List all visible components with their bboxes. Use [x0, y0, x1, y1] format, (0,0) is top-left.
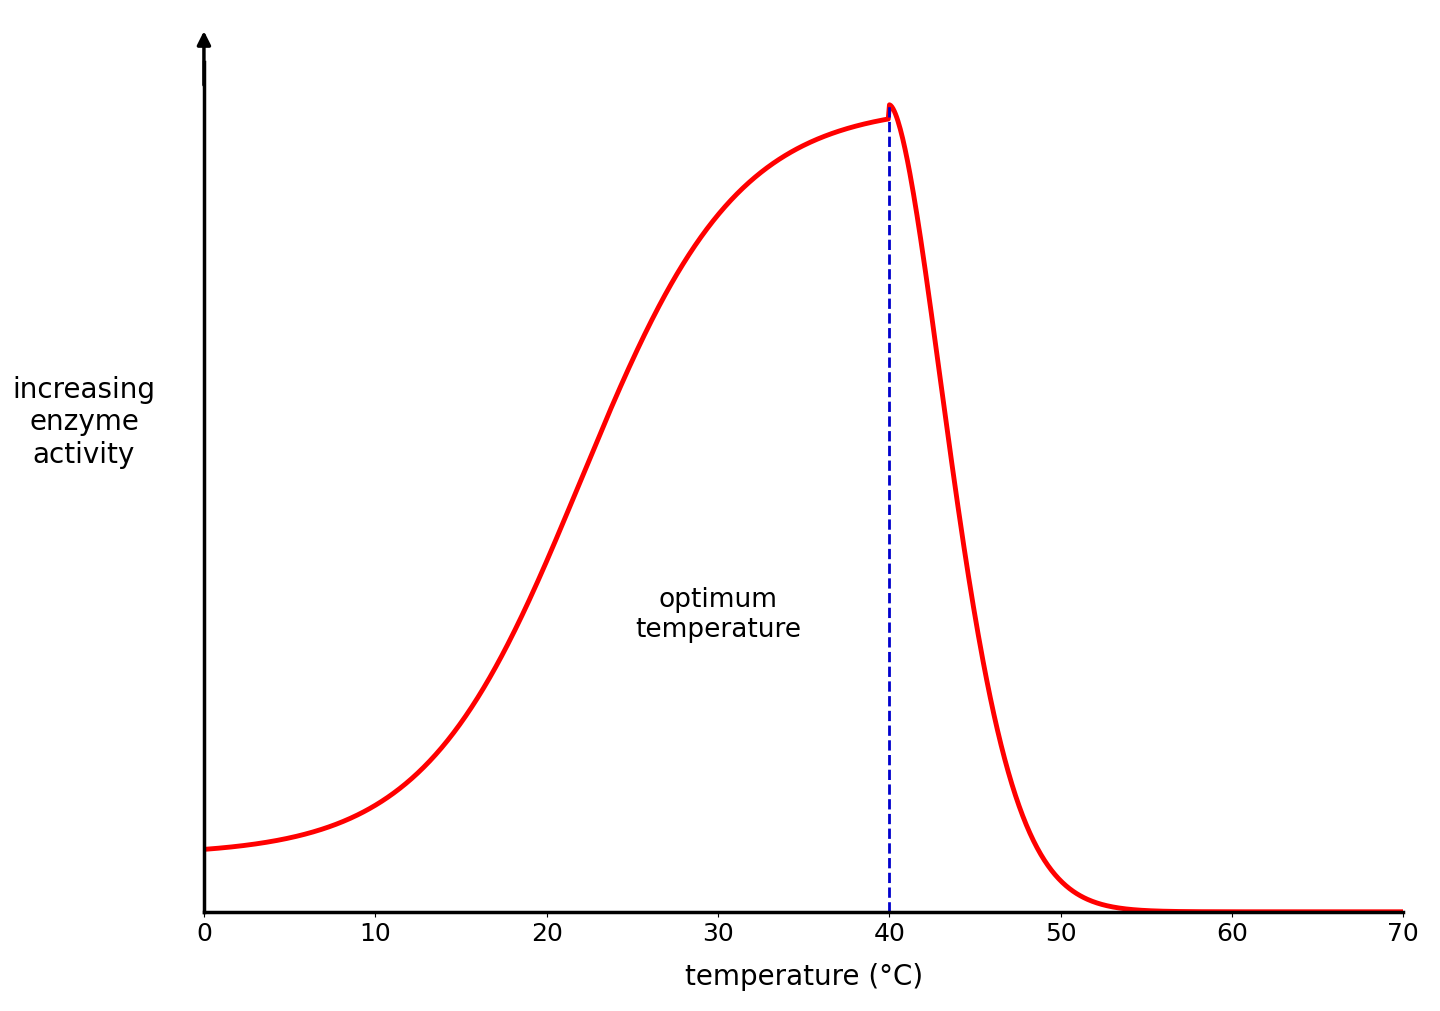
- Y-axis label: increasing
enzyme
activity: increasing enzyme activity: [13, 375, 156, 468]
- X-axis label: temperature (°C): temperature (°C): [684, 962, 923, 990]
- Text: optimum
temperature: optimum temperature: [635, 586, 801, 643]
